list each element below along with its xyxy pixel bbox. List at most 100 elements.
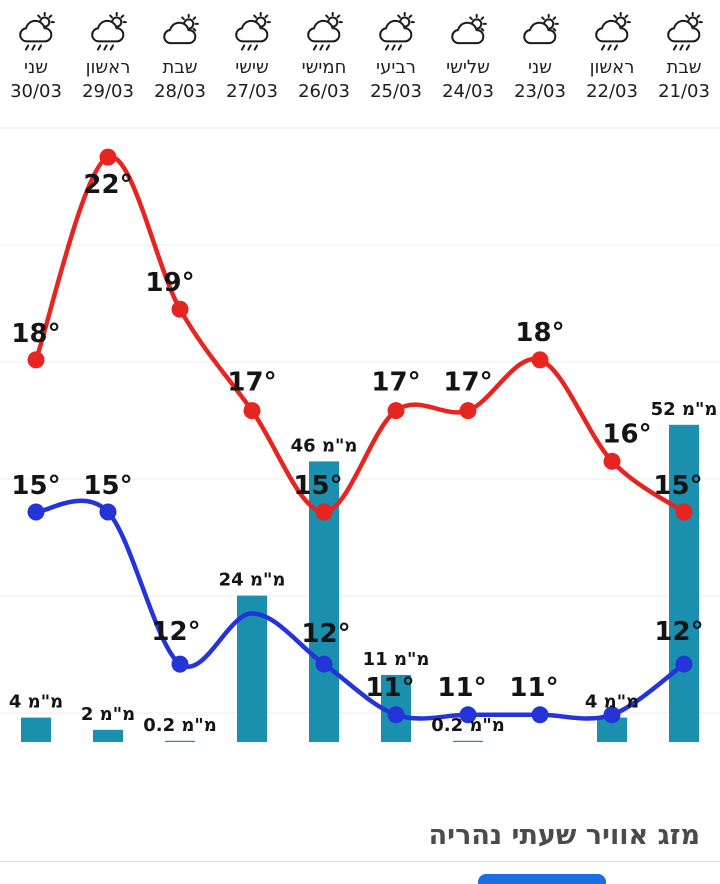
low-temp-dot [675, 655, 693, 673]
day-name: חמישי [301, 57, 347, 78]
day-name: שישי [235, 57, 269, 78]
rain-cloud-icon [230, 12, 274, 56]
day-date: 27/03 [226, 81, 278, 102]
day-name: ראשון [589, 57, 635, 78]
day-cell-24-03[interactable]: שלישי 24/03 [432, 10, 504, 103]
high-temp-dot [27, 351, 45, 369]
high-temp-dot [531, 351, 549, 369]
high-temp-dot [315, 503, 333, 521]
temp-label: 17° [227, 368, 276, 398]
temp-label: 15° [83, 471, 132, 501]
day-date: 23/03 [514, 81, 566, 102]
temp-label: 12° [301, 619, 350, 649]
day-name: שבת [162, 57, 198, 78]
footer-divider [0, 861, 720, 862]
precip-label: מ"מ 4 [585, 692, 639, 713]
day-name: שני [528, 57, 552, 78]
precip-bar [237, 595, 267, 742]
day-cell-30-03[interactable]: שני 30/03 [0, 10, 72, 103]
temp-label: 15° [653, 471, 702, 501]
precip-label: מ"מ 0.2 [431, 715, 505, 736]
high-temp-dot [603, 452, 621, 470]
day-cell-26-03[interactable]: חמישי 26/03 [288, 10, 360, 103]
page-title: מזג אוויר שעתי נהריה [428, 820, 700, 851]
precip-label: מ"מ 2 [81, 704, 135, 725]
precip-label: מ"מ 11 [363, 649, 430, 670]
precip-bar [165, 740, 195, 742]
precip-bar [309, 461, 339, 742]
precip-bar [669, 424, 699, 742]
day-cell-21-03[interactable]: שבת 21/03 [648, 10, 720, 103]
rain-cloud-icon [302, 12, 346, 56]
temp-label: 17° [371, 368, 420, 398]
temp-label: 22° [83, 170, 132, 200]
high-temp-dot [243, 402, 261, 420]
high-temp-dot [171, 300, 189, 318]
precip-bar [453, 740, 483, 742]
rain-cloud-icon [374, 12, 418, 56]
low-temp-dot [27, 503, 45, 521]
low-temp-dot [531, 706, 549, 724]
day-cell-23-03[interactable]: שני 23/03 [504, 10, 576, 103]
precip-label: מ"מ 24 [219, 570, 286, 591]
day-date: 22/03 [586, 81, 638, 102]
day-date: 28/03 [154, 81, 206, 102]
temp-label: 11° [509, 673, 558, 703]
low-temp-dot [603, 706, 621, 724]
day-date: 25/03 [370, 81, 422, 102]
precip-label: מ"מ 52 [651, 399, 718, 420]
rain-cloud-icon [86, 12, 130, 56]
day-name: שני [24, 57, 48, 78]
high-temp-dot [99, 148, 117, 166]
day-date: 26/03 [298, 81, 350, 102]
high-temp-dot [387, 402, 405, 420]
high-temp-dot [675, 503, 693, 521]
day-name: שבת [666, 57, 702, 78]
day-cell-29-03[interactable]: ראשון 29/03 [72, 10, 144, 103]
temp-label: 12° [654, 617, 703, 647]
day-date: 30/03 [10, 81, 62, 102]
temp-label: 11° [365, 673, 414, 703]
day-date: 24/03 [442, 81, 494, 102]
day-cell-27-03[interactable]: שישי 27/03 [216, 10, 288, 103]
rain-cloud-icon [662, 12, 706, 56]
rain-cloud-icon [14, 12, 58, 56]
low-temp-dot [315, 655, 333, 673]
temp-label: 17° [443, 368, 492, 398]
sun-cloud-icon [158, 12, 202, 56]
day-date: 29/03 [82, 81, 134, 102]
high-temp-line [33, 154, 687, 515]
day-name: רביעי [376, 57, 416, 78]
temp-label: 11° [437, 673, 486, 703]
day-date: 21/03 [658, 81, 710, 102]
precip-label: מ"מ 46 [291, 435, 358, 456]
temp-label: 18° [515, 318, 564, 348]
temp-label: 16° [602, 419, 651, 449]
day-cell-22-03[interactable]: ראשון 22/03 [576, 10, 648, 103]
sun-cloud-icon [446, 12, 490, 56]
precip-bar [93, 729, 123, 742]
day-cell-28-03[interactable]: שבת 28/03 [144, 10, 216, 103]
low-temp-dot [99, 503, 117, 521]
temp-label: 15° [293, 471, 342, 501]
day-name: שלישי [446, 57, 490, 78]
low-temp-dot [387, 706, 405, 724]
forecast-days-row: שני 30/03 ראשון 29/03 שבת 28/03 שישי 27/03 חמישי… [0, 10, 720, 103]
bottom-button-peek[interactable] [478, 874, 606, 884]
precip-label: מ"מ 4 [9, 692, 63, 713]
sun-cloud-icon [518, 12, 562, 56]
temp-label: 12° [151, 617, 200, 647]
weather-chart: 18°22°19°17°15°17° 17°18°16°15°15° 15°12° 1… [0, 127, 720, 742]
temp-label: 19° [145, 268, 194, 298]
day-name: ראשון [85, 57, 131, 78]
low-temp-line [33, 498, 687, 721]
low-temp-dot [171, 655, 189, 673]
day-cell-25-03[interactable]: רביעי 25/03 [360, 10, 432, 103]
high-temp-dot [459, 402, 477, 420]
precip-bar [21, 717, 51, 742]
precip-label: מ"מ 0.2 [143, 715, 217, 736]
rain-cloud-icon [590, 12, 634, 56]
low-temp-dot [459, 706, 477, 724]
temp-label: 18° [11, 319, 60, 349]
